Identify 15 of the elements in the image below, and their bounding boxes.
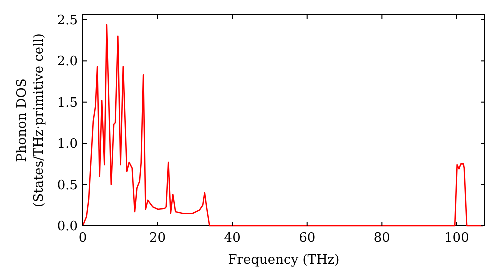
x-tick-label: 60 [299, 231, 316, 246]
x-tick-label: 40 [224, 231, 241, 246]
y-axis-title: Phonon DOS (States/THz·primitive cell) [15, 33, 47, 208]
x-tick-label: 0 [78, 231, 88, 246]
y-tick-label: 1.5 [57, 96, 78, 111]
x-tick-label: 80 [374, 231, 390, 246]
y-tick-label: 0.5 [57, 178, 78, 194]
y-tick-label: 2.0 [57, 54, 78, 70]
y-tick-label: 2.5 [57, 13, 78, 28]
y-tick-label: 1.0 [57, 137, 78, 152]
x-tick-label: 20 [150, 231, 166, 246]
line-series [82, 24, 484, 227]
x-axis-title: Frequency (THz) [228, 253, 340, 268]
y-tick-label: 0.0 [57, 220, 78, 234]
x-tick-label: 100 [444, 231, 470, 246]
